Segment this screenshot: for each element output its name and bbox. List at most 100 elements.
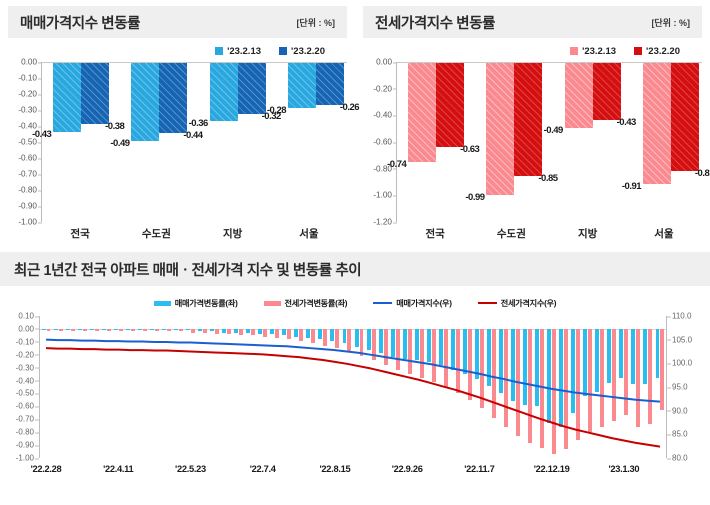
trend-bar[interactable] [166,328,171,332]
trend-bar[interactable] [77,328,82,331]
bar[interactable] [237,63,266,115]
trend-bar[interactable] [46,328,51,332]
trend-bar[interactable] [311,328,316,344]
bar[interactable] [53,63,82,132]
trend-bar[interactable] [318,328,323,340]
trend-bar[interactable] [414,328,419,360]
legend-item[interactable]: '23.2.20 [279,46,325,57]
trend-bar[interactable] [41,328,46,331]
trend-bar[interactable] [643,328,648,385]
trend-bar[interactable] [426,328,431,363]
bar[interactable] [486,63,515,195]
bar[interactable] [514,63,543,177]
trend-bar[interactable] [125,328,130,331]
trend-bar[interactable] [239,328,244,336]
trend-bar[interactable] [70,328,75,332]
trend-bar[interactable] [431,328,436,382]
trend-bar[interactable] [607,328,612,384]
trend-bar[interactable] [118,328,123,332]
trend-bar[interactable] [299,328,304,341]
trend-bar[interactable] [94,328,99,332]
trend-bar[interactable] [198,328,202,332]
trend-bar[interactable] [455,328,460,394]
trend-bar[interactable] [528,328,533,443]
trend-bar[interactable] [595,328,600,393]
trend-bar[interactable] [287,328,292,340]
trend-bar[interactable] [222,328,227,333]
trend-bar[interactable] [419,328,424,378]
trend-bar[interactable] [234,328,239,333]
trend-bar[interactable] [559,328,564,427]
trend-bar[interactable] [619,328,624,378]
trend-bar[interactable] [178,328,183,332]
trend-bar[interactable] [330,328,335,341]
trend-bar[interactable] [306,328,311,338]
trend-bar[interactable] [342,328,347,344]
trend-bar[interactable] [588,328,593,433]
trend-bar[interactable] [335,328,340,349]
legend-item[interactable]: '23.2.20 [634,46,680,57]
trend-bar[interactable] [564,328,569,449]
trend-bar[interactable] [655,328,660,378]
trend-bar[interactable] [612,328,617,421]
trend-bar[interactable] [467,328,472,400]
trend-bar[interactable] [523,328,528,406]
bar[interactable] [209,63,238,121]
trend-bar[interactable] [270,328,275,335]
trend-bar[interactable] [479,328,484,408]
legend-item[interactable]: '23.2.13 [570,46,616,57]
trend-bar[interactable] [503,328,508,427]
bar[interactable] [287,63,316,108]
trend-bar[interactable] [65,328,70,331]
trend-bar[interactable] [395,328,400,371]
trend-bar[interactable] [378,328,383,354]
trend-bar[interactable] [275,328,280,338]
trend-bar[interactable] [227,328,232,335]
legend-item[interactable]: '23.2.13 [215,46,261,57]
trend-bar[interactable] [450,328,455,371]
bar[interactable] [564,63,593,129]
trend-bar[interactable] [407,328,412,375]
trend-bar[interactable] [203,328,207,333]
trend-bar[interactable] [258,328,263,335]
trend-bar[interactable] [552,328,557,455]
bar[interactable] [159,63,188,134]
trend-bar[interactable] [491,328,496,418]
bar[interactable] [642,63,671,185]
trend-bar[interactable] [499,328,503,394]
trend-bar[interactable] [631,328,636,385]
trend-bar[interactable] [462,328,467,375]
trend-bar[interactable] [210,328,215,332]
trend-bar[interactable] [438,328,443,366]
trend-bar[interactable] [390,328,395,358]
trend-bar[interactable] [576,328,581,440]
bar[interactable] [670,63,699,171]
trend-bar[interactable] [648,328,653,425]
trend-bar[interactable] [89,328,94,331]
trend-bar[interactable] [474,328,479,380]
trend-bar[interactable] [383,328,388,366]
trend-bar[interactable] [359,328,364,356]
legend-item[interactable]: 매매가격지수(우) [373,297,452,309]
trend-bar[interactable] [624,328,629,416]
trend-bar[interactable] [571,328,576,413]
trend-bar[interactable] [540,328,545,448]
trend-bar[interactable] [186,328,190,331]
bar[interactable] [436,63,465,147]
legend-item[interactable]: 매매가격변동률(좌) [153,297,238,309]
trend-bar[interactable] [402,328,407,359]
trend-bar[interactable] [535,328,540,407]
trend-bar[interactable] [636,328,641,427]
trend-bar[interactable] [246,328,251,333]
trend-bar[interactable] [82,328,87,332]
trend-bar[interactable] [323,328,328,346]
trend-bar[interactable] [443,328,448,387]
trend-bar[interactable] [251,328,256,336]
trend-bar[interactable] [354,328,359,347]
trend-bar[interactable] [600,328,605,427]
trend-bar[interactable] [154,328,159,332]
trend-bar[interactable] [511,328,515,402]
trend-bar[interactable] [142,328,147,332]
bar[interactable] [315,63,344,105]
trend-bar[interactable] [190,328,195,333]
